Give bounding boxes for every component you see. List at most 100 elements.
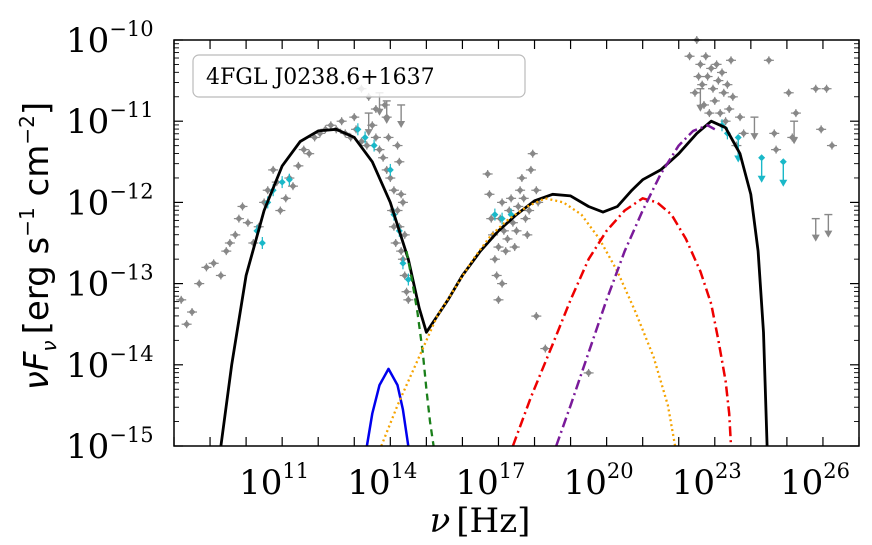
y-axis-prefix: ν xyxy=(17,371,57,390)
fermi-point xyxy=(258,239,266,247)
archival-point xyxy=(390,223,398,231)
archival-point xyxy=(305,150,313,158)
tick-marks-layer xyxy=(173,39,860,447)
archival-point xyxy=(823,85,831,93)
archival-point xyxy=(494,243,502,251)
archival-ul-arrow xyxy=(811,234,820,242)
archival-point xyxy=(217,271,225,279)
fermi-point xyxy=(370,142,378,150)
archival-point xyxy=(386,174,394,182)
archival-point xyxy=(338,117,346,125)
archival-point xyxy=(397,247,405,255)
archival-point xyxy=(385,133,393,141)
archival-point xyxy=(244,219,252,227)
archival-point xyxy=(195,280,203,288)
legend-label: 4FGL J0238.6+1637 xyxy=(206,65,435,90)
archival-point xyxy=(532,312,540,320)
archival-point xyxy=(507,194,515,202)
curve-synchrotron-disk xyxy=(365,367,410,447)
archival-point xyxy=(695,73,703,81)
archival-point xyxy=(311,133,319,141)
archival-point xyxy=(585,369,593,377)
archival-point xyxy=(282,194,290,202)
archival-point xyxy=(222,247,230,255)
archival-point xyxy=(300,146,308,154)
archival-point xyxy=(720,89,728,97)
archival-point xyxy=(707,64,715,72)
archival-point xyxy=(264,186,272,194)
y-axis-bracket-close: ] xyxy=(17,102,57,115)
plot-frame xyxy=(173,39,860,447)
archival-point xyxy=(725,105,733,113)
archival-point xyxy=(276,207,284,215)
archival-point xyxy=(397,190,405,198)
archival-point xyxy=(691,89,699,97)
legend-frame xyxy=(192,54,526,98)
archival-point xyxy=(714,77,722,85)
fermi-ul-arrow xyxy=(779,179,788,187)
fermi-point xyxy=(491,211,499,219)
archival-point xyxy=(289,182,297,190)
archival-point xyxy=(513,227,520,235)
archival-point xyxy=(523,231,531,239)
y-tick-label: 10−13 xyxy=(66,261,154,305)
archival-ul-arrow xyxy=(364,129,373,137)
archival-point xyxy=(705,109,713,117)
archival-point xyxy=(383,166,391,174)
archival-point xyxy=(532,186,540,194)
archival-point xyxy=(484,170,492,178)
archival-point xyxy=(403,288,411,296)
archival-point xyxy=(502,247,510,255)
archival-point xyxy=(239,202,246,210)
archival-point xyxy=(399,198,407,206)
archival-point xyxy=(812,85,820,93)
archival-point xyxy=(188,308,196,316)
y-axis-sub: ν xyxy=(37,340,61,351)
archival-point xyxy=(350,113,358,121)
archival-point xyxy=(740,129,748,137)
x-tick-label: 1017 xyxy=(455,459,525,503)
archival-point xyxy=(485,190,493,198)
curve-synchrotron-tail xyxy=(405,250,435,447)
archival-point xyxy=(294,162,302,170)
archival-point xyxy=(498,280,506,288)
archival-point xyxy=(363,142,371,150)
archival-point xyxy=(210,259,218,267)
archival-point xyxy=(792,109,800,117)
archival-point xyxy=(404,296,412,304)
fermi-point xyxy=(404,276,412,284)
archival-point xyxy=(727,56,735,64)
archival-point xyxy=(696,60,704,68)
archival-point xyxy=(379,154,387,162)
archival-point xyxy=(722,117,730,125)
archival-point xyxy=(770,129,778,137)
archival-point xyxy=(177,296,185,304)
archival-point xyxy=(376,146,383,154)
curve-total xyxy=(219,119,769,447)
x-tick-label: 1020 xyxy=(564,459,634,503)
archival-ul-arrow xyxy=(750,133,759,141)
fermi-point xyxy=(285,176,293,184)
x-tick-label: 1023 xyxy=(672,459,742,503)
archival-point xyxy=(235,215,243,223)
archival-point xyxy=(368,121,376,129)
archival-point xyxy=(183,320,191,328)
archival-point xyxy=(516,186,524,194)
archival-point xyxy=(520,194,528,202)
curve-ssc xyxy=(380,197,677,447)
archival-point xyxy=(401,271,409,279)
archival-point xyxy=(711,97,719,105)
archival-point xyxy=(713,60,721,68)
x-axis-symbol: ν xyxy=(430,501,451,541)
y-axis-f: F xyxy=(17,351,57,371)
archival-point xyxy=(202,263,210,271)
archival-point xyxy=(704,73,712,81)
archival-point xyxy=(828,142,836,150)
archival-point xyxy=(511,243,519,251)
legend-box: 4FGL J0238.6+1637 xyxy=(192,54,526,98)
archival-point xyxy=(491,255,499,263)
archival-point xyxy=(505,207,513,215)
fermi-point xyxy=(278,178,286,186)
archival-point xyxy=(772,146,780,154)
y-tick-labels: 10−10 10−11 10−12 10−13 10−14 10−15 xyxy=(66,17,154,467)
